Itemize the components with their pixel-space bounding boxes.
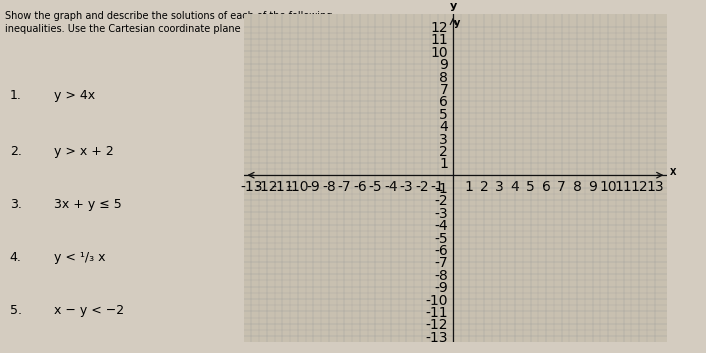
Text: y > x + 2: y > x + 2 xyxy=(54,145,114,158)
Text: 3x + y ≤ 5: 3x + y ≤ 5 xyxy=(54,198,121,211)
Text: y: y xyxy=(450,1,457,11)
Text: Show the graph and describe the solutions of each of the following
inequalities.: Show the graph and describe the solution… xyxy=(5,11,333,34)
Text: 2.: 2. xyxy=(10,145,22,158)
Text: 5.: 5. xyxy=(10,304,22,317)
Text: y > 4x: y > 4x xyxy=(54,89,95,102)
Text: y: y xyxy=(454,18,460,28)
Text: x − y < −2: x − y < −2 xyxy=(54,304,124,317)
Text: X: X xyxy=(669,168,676,176)
Text: 1.: 1. xyxy=(10,89,22,102)
Text: y < ¹/₃ x: y < ¹/₃ x xyxy=(54,251,105,264)
Text: 4.: 4. xyxy=(10,251,22,264)
Text: 3.: 3. xyxy=(10,198,22,211)
